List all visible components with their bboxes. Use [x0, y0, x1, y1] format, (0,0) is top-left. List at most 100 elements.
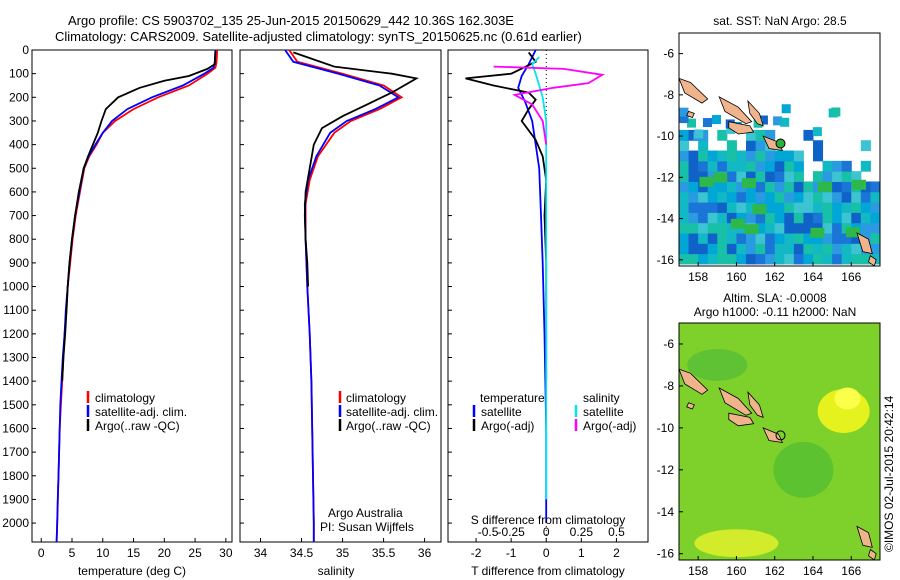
lon-tick-label: 164 — [803, 270, 823, 284]
header-line1: Argo profile: CS 5903702_135 25-Jun-2015… — [68, 13, 514, 28]
sst-cell — [744, 224, 759, 235]
legend-argo-label: Argo(..raw -QC) — [95, 419, 180, 433]
depth-tick-label: 500 — [9, 161, 29, 175]
sst-cell — [793, 150, 804, 162]
sst-cell — [765, 171, 776, 182]
sst-cell — [803, 191, 814, 203]
s-tick-label: 0.25 — [570, 525, 594, 539]
lon-tick-label: 158 — [688, 564, 708, 578]
sst-cell — [688, 212, 699, 224]
sst-cell — [793, 181, 804, 193]
sst-map: 158 160 162 164 166 -6 -8 -10 -12 -14 -16 — [657, 32, 881, 284]
sst-cell — [813, 150, 824, 162]
sst-cell — [813, 243, 824, 255]
sst-cell — [774, 171, 785, 182]
sst-cell — [784, 191, 795, 203]
sst-cell — [679, 181, 690, 193]
sst-cell — [774, 202, 785, 213]
sst-cell — [698, 243, 709, 255]
x-tick-label: 10 — [96, 546, 110, 560]
sst-cell — [746, 202, 757, 213]
sst-cell — [726, 191, 737, 203]
sst-cell — [774, 222, 785, 234]
depth-tick-label: 400 — [9, 138, 29, 152]
island — [747, 390, 764, 419]
sst-cell — [822, 191, 833, 203]
sst-cell — [755, 233, 766, 244]
sst-cell — [765, 212, 776, 224]
legend-s-satellite-label: satellite — [583, 405, 624, 419]
sst-cell — [870, 191, 881, 203]
series-line — [293, 51, 419, 287]
x-tick-label: 34.5 — [290, 546, 314, 560]
lon-tick-label: 162 — [765, 270, 785, 284]
temperature-xlabel: temperature (deg C) — [78, 564, 186, 578]
x-tick-label: 20 — [158, 546, 172, 560]
sst-cell — [746, 253, 757, 265]
sst-cell — [717, 233, 728, 244]
sst-cell — [774, 253, 785, 265]
x-tick-label: 2 — [613, 546, 620, 560]
sst-cell — [822, 233, 833, 244]
sst-cell — [755, 129, 766, 141]
sst-cell — [860, 202, 871, 213]
map-bottom-title2: Argo h1000: -0.11 h2000: NaN — [694, 305, 857, 319]
sst-cell — [784, 160, 795, 172]
sst-cell — [841, 253, 852, 265]
sst-cell — [736, 202, 747, 213]
sst-cell — [822, 202, 833, 213]
legend-satellite-label: satellite-adj. clim. — [346, 405, 438, 419]
sst-cell — [832, 171, 843, 182]
argo-australia-annotation: Argo Australia — [328, 506, 403, 520]
sst-cell — [765, 202, 776, 213]
s-tick-label: 0 — [543, 525, 550, 539]
depth-tick-label: 900 — [9, 256, 29, 270]
sst-cell — [784, 150, 795, 162]
sst-cell — [780, 117, 790, 127]
sst-cell — [717, 150, 728, 162]
sst-cell — [717, 160, 728, 172]
lon-tick-label: 160 — [726, 270, 746, 284]
sst-cell — [698, 202, 709, 213]
sst-cell — [841, 160, 852, 172]
legend-argo-label: Argo(..raw -QC) — [346, 419, 431, 433]
depth-axis: 0 100 200 300 400 500 600 700 800 900 1000 1100 1200… — [2, 43, 452, 530]
sst-cell — [688, 171, 699, 182]
sst-cell — [822, 212, 833, 224]
sst-cell — [717, 202, 728, 213]
sst-cell — [679, 140, 690, 152]
sst-cell — [817, 181, 832, 192]
sst-cell — [774, 191, 785, 203]
sst-cell — [765, 129, 776, 141]
sst-cell — [812, 127, 822, 137]
sst-cell — [687, 118, 697, 128]
map-bottom-title1: Altim. SLA: -0.0008 — [723, 291, 827, 305]
sst-cell — [841, 243, 852, 255]
sst-cell — [679, 171, 690, 182]
sst-cell — [688, 181, 699, 193]
sst-cell — [860, 140, 871, 152]
lon-tick-label: 158 — [688, 270, 708, 284]
sst-cell — [803, 202, 814, 213]
s-tick-label: 0.5 — [608, 525, 625, 539]
sst-cell — [803, 233, 814, 244]
x-tick-label: 15 — [127, 546, 141, 560]
sst-cell — [736, 171, 747, 182]
sst-cell — [746, 212, 757, 224]
sst-cell — [852, 179, 867, 190]
island — [678, 368, 709, 395]
sst-cell — [688, 202, 699, 213]
sst-cell — [851, 171, 862, 182]
sst-cell — [832, 212, 843, 224]
sst-cell — [730, 218, 745, 229]
sst-cell — [707, 171, 718, 182]
sst-cell — [752, 204, 767, 215]
map-frame — [678, 32, 881, 267]
lon-tick-label: 164 — [803, 564, 823, 578]
sst-cell — [803, 253, 814, 265]
sst-cell — [746, 191, 757, 203]
depth-tick-label: 1400 — [2, 374, 29, 388]
sst-cell — [774, 160, 785, 172]
legend-t-satellite-label: satellite — [481, 405, 522, 419]
sst-cell — [793, 171, 804, 182]
